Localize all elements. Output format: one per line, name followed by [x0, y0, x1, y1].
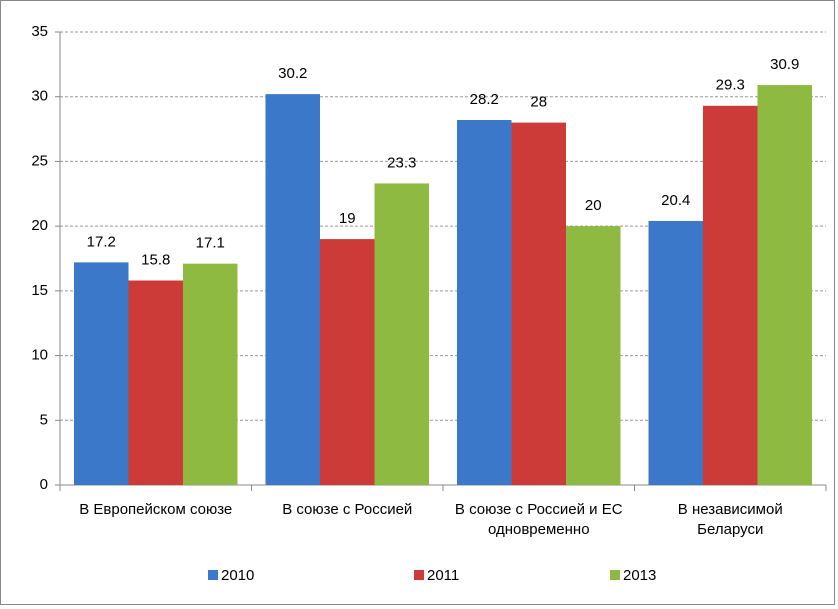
- value-label: 30.2: [278, 65, 307, 82]
- legend-label: 2010: [221, 567, 254, 584]
- x-tick-label: В союзе с Россией и ЕС одновременно: [454, 501, 623, 538]
- y-tick-label: 35: [31, 23, 48, 40]
- value-label: 20.4: [661, 192, 690, 209]
- value-label: 28: [530, 94, 547, 111]
- y-tick-label: 25: [31, 152, 48, 169]
- value-label: 29.3: [716, 77, 745, 94]
- bar: [457, 120, 512, 486]
- y-tick-label: 10: [31, 347, 48, 364]
- value-label: 17.1: [196, 235, 225, 252]
- y-tick-label: 0: [40, 476, 48, 493]
- bar: [511, 122, 566, 485]
- x-tick-label: В союзе с Россией: [282, 501, 413, 518]
- y-tick-label: 20: [31, 217, 48, 234]
- legend-label: 2013: [623, 567, 656, 584]
- x-tick-label: В Европейском союзе: [79, 501, 233, 518]
- value-label: 19: [339, 210, 356, 227]
- value-label: 23.3: [387, 154, 416, 171]
- legend-swatch: [610, 570, 620, 580]
- y-tick-label: 5: [40, 411, 48, 428]
- bar: [566, 226, 621, 485]
- value-label: 30.9: [770, 56, 799, 73]
- bar: [374, 183, 429, 485]
- bar: [757, 85, 812, 486]
- bar: [703, 105, 758, 485]
- bar: [265, 94, 320, 485]
- value-label: 20: [585, 197, 602, 214]
- bar: [320, 239, 375, 485]
- x-tick-label: В независимой Беларуси: [677, 501, 783, 538]
- y-tick-label: 15: [31, 282, 48, 299]
- legend-label: 2011: [427, 567, 459, 584]
- bar: [183, 263, 238, 485]
- value-label: 17.2: [87, 233, 116, 250]
- y-tick-label: 30: [31, 88, 48, 105]
- bar: [128, 280, 183, 485]
- bar: [648, 220, 703, 486]
- legend-swatch: [208, 570, 218, 580]
- bar: [74, 262, 129, 485]
- value-label: 28.2: [470, 91, 499, 108]
- legend-swatch: [414, 570, 424, 580]
- value-label: 15.8: [141, 251, 170, 268]
